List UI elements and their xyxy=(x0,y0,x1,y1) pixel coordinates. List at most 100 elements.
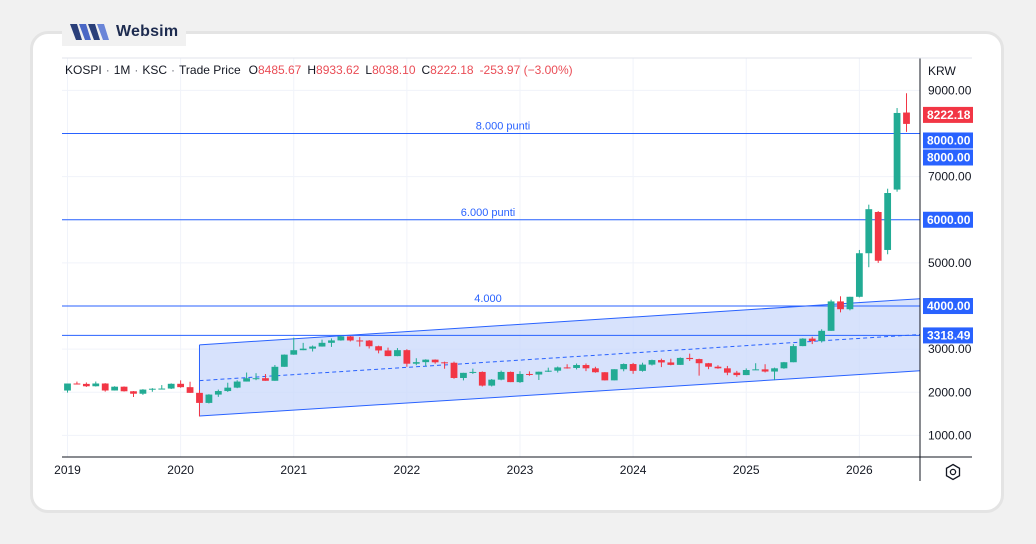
candle-body xyxy=(120,386,128,392)
candle-body xyxy=(233,381,241,388)
candle-body xyxy=(205,394,213,403)
candle-body xyxy=(582,365,590,369)
candle-body xyxy=(356,340,364,342)
price-tag-text: 8000.00 xyxy=(927,150,971,164)
legend-change: -253.97 (−3.00%) xyxy=(479,63,573,77)
candle-body xyxy=(290,350,298,355)
websim-logo: Websim xyxy=(62,18,187,46)
candle-body xyxy=(262,378,269,381)
last-price-tag: 8222.18 xyxy=(923,106,973,123)
y-tick-label: 1000.00 xyxy=(928,428,972,442)
price-tag-text: 8222.18 xyxy=(927,108,971,122)
x-tick-label: 2026 xyxy=(846,463,873,477)
level-label: 8.000 punti xyxy=(476,120,530,132)
price-tag-text: 4000.00 xyxy=(927,299,971,313)
candle-body xyxy=(554,367,562,371)
price-tag-text: 8000.00 xyxy=(927,133,971,147)
candle-body xyxy=(827,301,835,331)
candle-body xyxy=(761,369,769,372)
settings-gear-icon[interactable] xyxy=(944,463,962,481)
candle-body xyxy=(497,371,505,380)
legend-open-value: 8485.67 xyxy=(257,63,302,77)
candle-body xyxy=(394,350,401,357)
price-tag-bg xyxy=(923,132,973,149)
legend-open-key: O xyxy=(248,63,258,77)
candle-body xyxy=(450,362,458,378)
candle-body xyxy=(884,193,892,250)
price-tag-bg xyxy=(923,298,973,315)
candle-body xyxy=(478,371,486,386)
series-legend: KOSPI · 1M · KSC · Trade Price O 8485.67… xyxy=(65,63,579,77)
price-tag-bg xyxy=(923,149,973,166)
candle-body xyxy=(403,350,411,364)
legend-low-key: L xyxy=(365,63,373,77)
y-tick-label: 9000.00 xyxy=(928,83,972,97)
candle-body xyxy=(469,371,477,373)
y-tick-label: 3000.00 xyxy=(928,342,972,356)
level-tag: 3318.49 xyxy=(923,327,973,344)
candle-body xyxy=(412,362,420,364)
candle-body xyxy=(544,370,552,372)
candle-body xyxy=(742,369,750,376)
candle-body xyxy=(818,330,826,342)
x-tick-label: 2023 xyxy=(507,463,534,477)
candle-body xyxy=(422,359,430,363)
candle-body xyxy=(214,391,222,395)
candle-body xyxy=(667,362,675,365)
candle-body xyxy=(563,367,571,369)
candle-body xyxy=(780,362,788,369)
chart-card xyxy=(30,31,1004,513)
candle-body xyxy=(620,364,628,370)
candle-body xyxy=(384,350,392,357)
candle-body xyxy=(893,112,901,190)
legend-separator: · xyxy=(171,63,176,77)
candle-body xyxy=(101,383,109,391)
candle-body xyxy=(460,372,467,378)
candle-body xyxy=(64,383,71,391)
level-tag-8000-alt: 8000.00 xyxy=(923,149,973,166)
brand-name: Websim xyxy=(116,23,179,40)
candle-body xyxy=(92,383,100,387)
legend-high-value: 8933.62 xyxy=(316,63,360,77)
candle-body xyxy=(158,388,166,390)
level-label: 4.000 xyxy=(474,293,502,305)
price-tag-text: 6000.00 xyxy=(927,213,971,227)
candle-body xyxy=(441,362,448,364)
level-tag: 4000.00 xyxy=(923,298,973,315)
candle-body xyxy=(526,373,533,375)
candle-body xyxy=(535,371,543,375)
candle-body xyxy=(431,359,439,363)
candle-body xyxy=(865,209,873,254)
currency-label[interactable]: KRW xyxy=(928,64,956,78)
legend-interval[interactable]: 1M xyxy=(113,63,131,77)
candle-body xyxy=(573,365,580,368)
y-tick-label: 5000.00 xyxy=(928,256,972,270)
legend-price-type: Trade Price xyxy=(179,63,241,77)
candle-body xyxy=(723,368,731,373)
candle-body xyxy=(243,378,251,382)
candle-body xyxy=(309,346,316,349)
candle-body xyxy=(507,371,514,383)
candle-body xyxy=(648,360,656,365)
candle-body xyxy=(186,387,194,393)
candle-body xyxy=(855,253,863,297)
x-tick-label: 2019 xyxy=(54,463,81,477)
channel-middle-line xyxy=(199,333,921,382)
websim-logo-icon xyxy=(70,24,109,40)
candle-body xyxy=(196,392,203,403)
regression-channel-fill xyxy=(199,298,920,417)
candle-body xyxy=(639,364,646,371)
candle-body xyxy=(328,340,335,343)
candle-body xyxy=(676,357,684,365)
price-tag-text: 3318.49 xyxy=(927,328,971,342)
candle-body xyxy=(252,378,260,380)
candle-body xyxy=(714,366,722,369)
legend-symbol[interactable]: KOSPI xyxy=(65,63,102,77)
candle-body xyxy=(789,346,797,363)
candle-body xyxy=(346,336,354,341)
legend-exchange: KSC xyxy=(142,63,168,77)
legend-close-value: 8222.18 xyxy=(430,63,474,77)
candle-body xyxy=(658,360,665,363)
candle-body xyxy=(111,386,119,391)
